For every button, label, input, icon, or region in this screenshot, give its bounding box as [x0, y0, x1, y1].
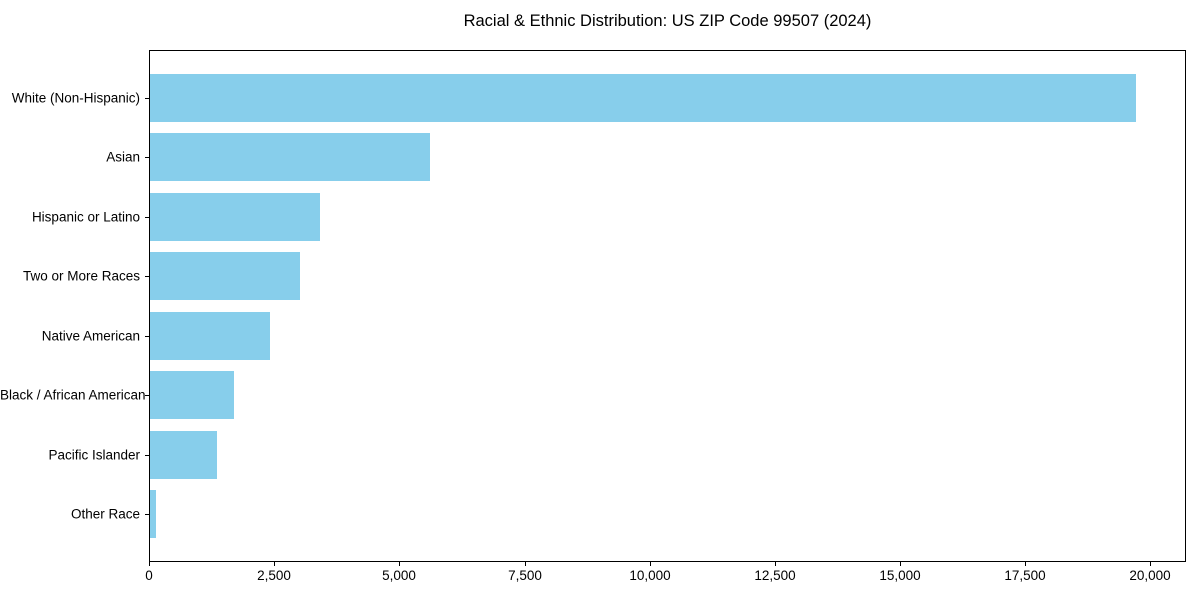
- x-tick-mark: [149, 562, 150, 566]
- y-axis-label: Other Race: [70, 506, 140, 522]
- x-tick-label: 0: [145, 568, 153, 583]
- y-tick-mark: [145, 157, 149, 159]
- bar-native-american: [150, 312, 271, 360]
- bar-asian: [150, 133, 431, 181]
- x-tick-label: 10,000: [629, 568, 671, 583]
- y-axis-label: Hispanic or Latino: [31, 209, 140, 225]
- y-axis-label: Native American: [41, 328, 140, 344]
- bar-black-african-american: [150, 371, 234, 419]
- x-tick-mark: [1150, 562, 1151, 566]
- x-tick-label: 15,000: [879, 568, 921, 583]
- plot-area: [149, 50, 1186, 562]
- x-tick-label: 2,500: [257, 568, 291, 583]
- x-tick-mark: [274, 562, 275, 566]
- y-axis-label: Black / African American: [0, 387, 146, 403]
- y-tick-mark: [145, 98, 149, 99]
- bar-other-race: [150, 490, 156, 538]
- bar-pacific-islander: [150, 431, 217, 479]
- bar-hispanic-or-latino: [150, 193, 321, 241]
- y-tick-mark: [145, 216, 149, 218]
- y-tick-mark: [145, 454, 149, 456]
- y-axis-label: Asian: [106, 149, 140, 165]
- y-axis-label: White (Non-Hispanic): [11, 90, 140, 106]
- x-tick-mark: [900, 562, 901, 566]
- y-tick-mark: [145, 276, 149, 278]
- y-axis-label: Two or More Races: [22, 268, 140, 284]
- y-tick-mark: [145, 335, 149, 337]
- x-tick-label: 17,500: [1004, 568, 1046, 583]
- x-tick-label: 12,500: [754, 568, 796, 583]
- x-tick-mark: [399, 562, 400, 566]
- x-tick-label: 20,000: [1129, 568, 1171, 583]
- x-tick-label: 7,500: [508, 568, 542, 583]
- y-axis-label: Pacific Islander: [48, 447, 140, 463]
- x-tick-label: 5,000: [382, 568, 416, 583]
- x-tick-mark: [1025, 562, 1026, 566]
- x-tick-mark: [650, 562, 651, 566]
- chart-title: Racial & Ethnic Distribution: US ZIP Cod…: [463, 12, 872, 30]
- bar-white-non-hispanic: [150, 74, 1137, 122]
- x-tick-mark: [525, 562, 526, 566]
- y-tick-mark: [145, 395, 149, 397]
- y-tick-mark: [145, 514, 149, 515]
- bar-two-or-more-races: [150, 252, 301, 300]
- x-tick-mark: [775, 562, 776, 566]
